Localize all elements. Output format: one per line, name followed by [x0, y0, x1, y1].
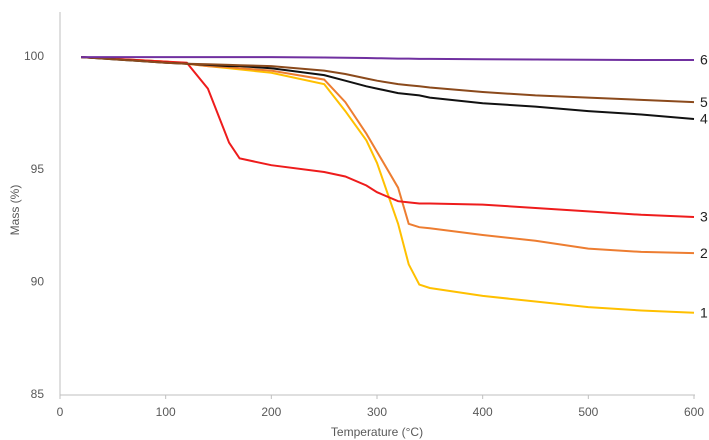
y-tick-label: 90: [31, 275, 45, 289]
series-line: [81, 56, 695, 104]
x-tick-label: 300: [367, 405, 387, 419]
y-tick-label: 95: [31, 162, 45, 176]
x-axis-label: Temperature (°C): [331, 425, 423, 439]
series-label: 3: [700, 209, 708, 225]
series-label: 4: [700, 111, 708, 127]
y-axis-label: Mass (%): [8, 185, 22, 236]
series-label: 2: [700, 245, 708, 261]
series-line: [81, 56, 695, 218]
series-line: [81, 56, 695, 120]
series-line: [81, 56, 695, 255]
x-tick-label: 200: [261, 405, 281, 419]
y-tick-label: 100: [24, 49, 44, 63]
x-tick-label: 600: [684, 405, 704, 419]
y-tick-label: 85: [31, 387, 45, 401]
series-line: [81, 56, 695, 314]
x-tick-label: 100: [156, 405, 176, 419]
series-label: 6: [700, 52, 708, 68]
x-tick-label: 400: [473, 405, 493, 419]
series-label: 5: [700, 94, 708, 110]
series-label: 1: [700, 304, 708, 320]
series-line: [81, 56, 694, 61]
x-tick-label: 0: [57, 405, 64, 419]
x-tick-label: 500: [578, 405, 598, 419]
